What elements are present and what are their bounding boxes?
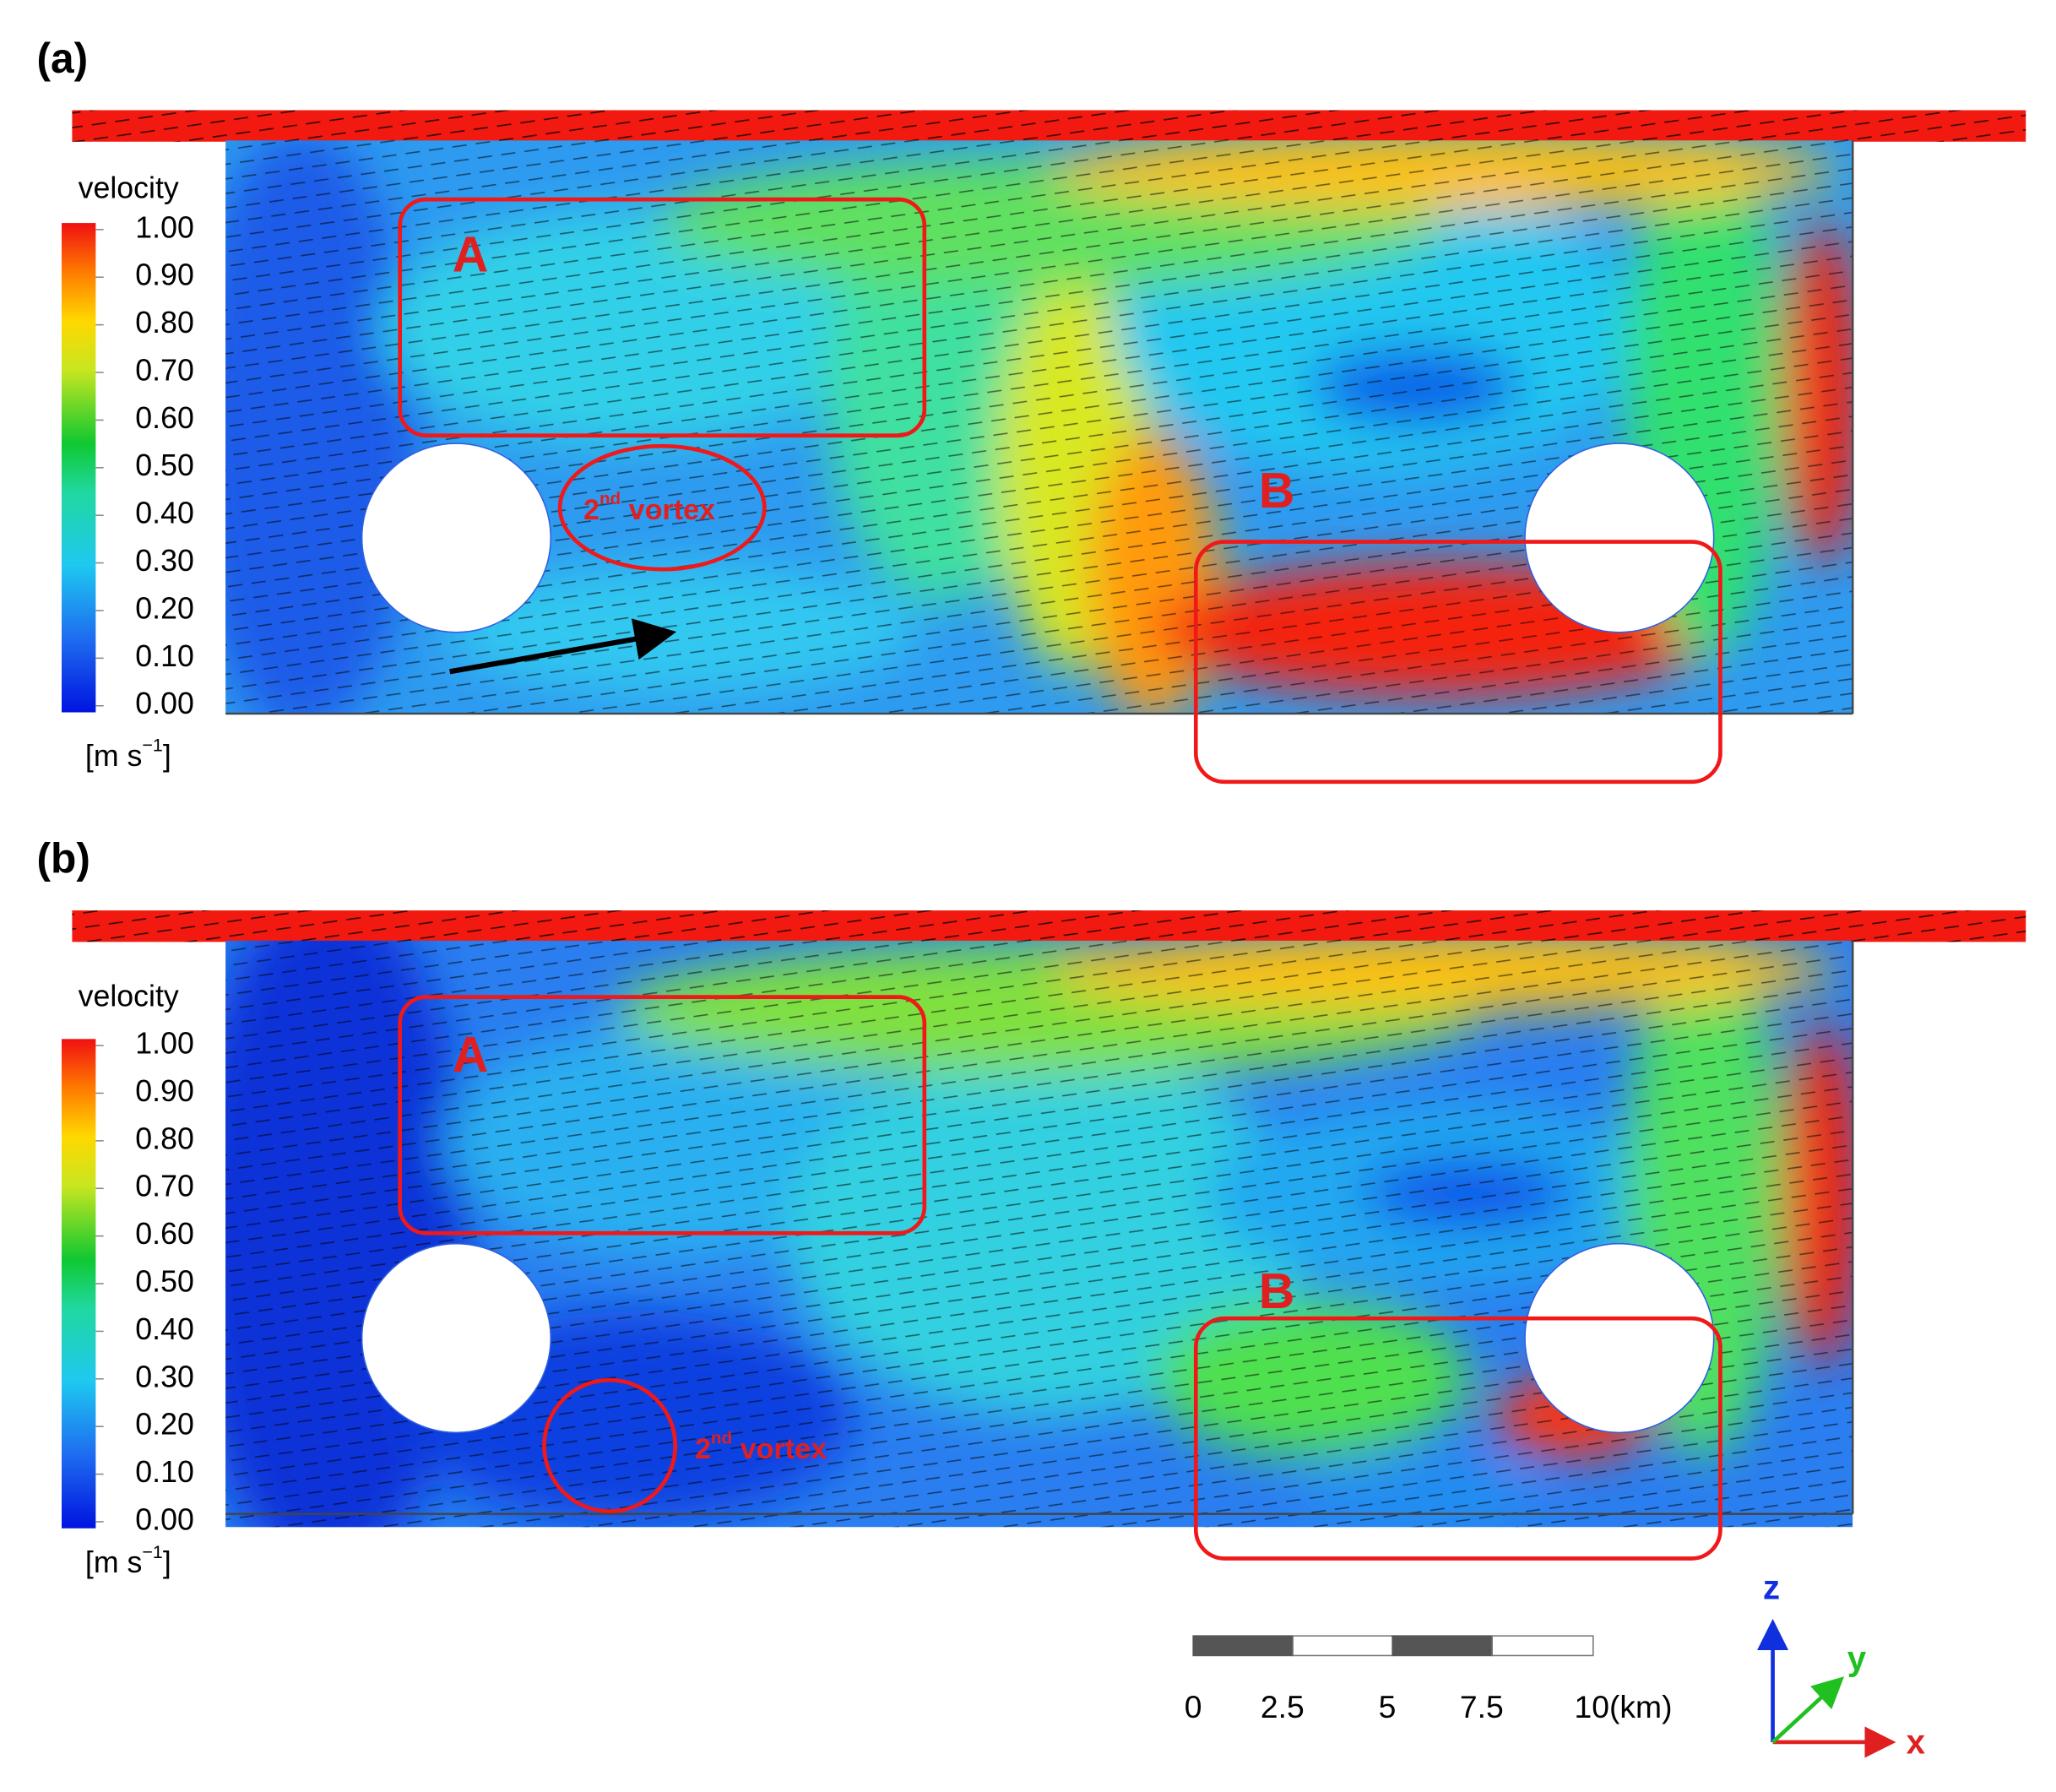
scale-bar [1192, 1635, 1594, 1657]
colorbar-title: velocity [79, 171, 179, 205]
colorbar-tick-label: 0.40 [135, 1312, 194, 1346]
colorbar-unit: [m s−1] [85, 735, 171, 773]
colorbar-tick-label: 0.20 [135, 591, 194, 625]
cylinder [1524, 1242, 1715, 1434]
vortex-label-rest: vortex [621, 494, 715, 526]
scale-label: 7.5 [1460, 1689, 1504, 1724]
region-label: B [1259, 1263, 1295, 1319]
vortex-label: 2nd vortex [583, 490, 715, 526]
axis-label: y [1847, 1638, 1867, 1677]
scale-label: 5 [1379, 1689, 1397, 1724]
colorbar-tick-label: 0.50 [135, 1264, 194, 1298]
colorbar-tick-label: 0.30 [135, 1360, 194, 1393]
panel: (b) A B 2nd vortex velocity 1.00 0.90 0.80 0.70 0… [36, 835, 2026, 1580]
colorbar-tick-label: 0.60 [135, 401, 194, 435]
vortex-label-sup: nd [599, 490, 621, 509]
colorbar-tick-label: 0.10 [135, 1455, 194, 1489]
colorbar-tick-label: 1.00 [135, 1027, 194, 1061]
colorbar-tick-label: 0.70 [135, 1170, 194, 1203]
colorbar-tick-label: 0.90 [135, 1074, 194, 1108]
colorbar-tick-label: 0.00 [135, 687, 194, 720]
region-box [1193, 1316, 1722, 1561]
vortex-marker [542, 1377, 678, 1513]
vortex-label-base: 2 [695, 1433, 711, 1465]
colorbar-tick-label: 0.80 [135, 1121, 194, 1155]
vortex-label: 2nd vortex [695, 1429, 827, 1465]
colorbar-unit-base: [m s [85, 1546, 142, 1580]
colorbar-unit-sup: −1 [142, 1542, 162, 1562]
scale-label: 0 [1185, 1689, 1202, 1724]
scale-label: 10(km) [1575, 1689, 1673, 1724]
axis-label: x [1907, 1723, 1926, 1762]
cylinder [1524, 443, 1715, 633]
colorbar-tick-label: 0.80 [135, 306, 194, 339]
flow-arrow [449, 618, 677, 675]
cylinder [361, 1242, 552, 1434]
colorbar-unit-rest: ] [163, 739, 171, 773]
colorbar-tick-label: 1.00 [135, 210, 194, 244]
colorbar-unit-rest: ] [163, 1546, 171, 1580]
colorbar-tick-label: 0.60 [135, 1217, 194, 1251]
axes-triad: z y x [1756, 1567, 1926, 1762]
vortex-label-sup: nd [711, 1429, 732, 1448]
colorbar-unit-sup: −1 [142, 735, 162, 755]
colorbar-tick-label: 0.20 [135, 1408, 194, 1442]
cylinder [361, 443, 552, 633]
scale-label: 2.5 [1261, 1689, 1305, 1724]
region-label: B [1259, 463, 1295, 519]
axis-label: z [1763, 1567, 1780, 1606]
vortex-marker [557, 443, 767, 572]
vortex-label-base: 2 [583, 494, 599, 526]
region-box [398, 197, 927, 438]
region-label: A [453, 227, 489, 283]
colorbar-tick-label: 0.40 [135, 497, 194, 530]
flow-field [225, 140, 1853, 714]
top-channel-vectors [72, 110, 2026, 142]
colorbar [61, 1039, 96, 1529]
top-channel-vectors [72, 910, 2026, 942]
colorbar [61, 223, 96, 713]
region-box [398, 995, 927, 1235]
colorbar-tick-label: 0.70 [135, 353, 194, 387]
colorbar-tick-label: 0.90 [135, 258, 194, 292]
colorbar-tick-label: 0.50 [135, 448, 194, 482]
colorbar-tick-label: 0.30 [135, 544, 194, 578]
panel-label: (b) [36, 835, 90, 882]
colorbar-title: velocity [79, 980, 179, 1013]
panel: (a) A B 2nd vortex velocity 1.00 0.90 0.80 0.70 0… [36, 35, 2026, 785]
vortex-label-rest: vortex [732, 1433, 827, 1465]
region-label: A [453, 1027, 489, 1083]
colorbar-unit: [m s−1] [85, 1542, 171, 1580]
region-box [1193, 540, 1722, 785]
colorbar-tick-label: 0.10 [135, 639, 194, 673]
colorbar-tick-label: 0.00 [135, 1502, 194, 1536]
panel-label: (a) [36, 35, 88, 82]
colorbar-unit-base: [m s [85, 739, 142, 773]
